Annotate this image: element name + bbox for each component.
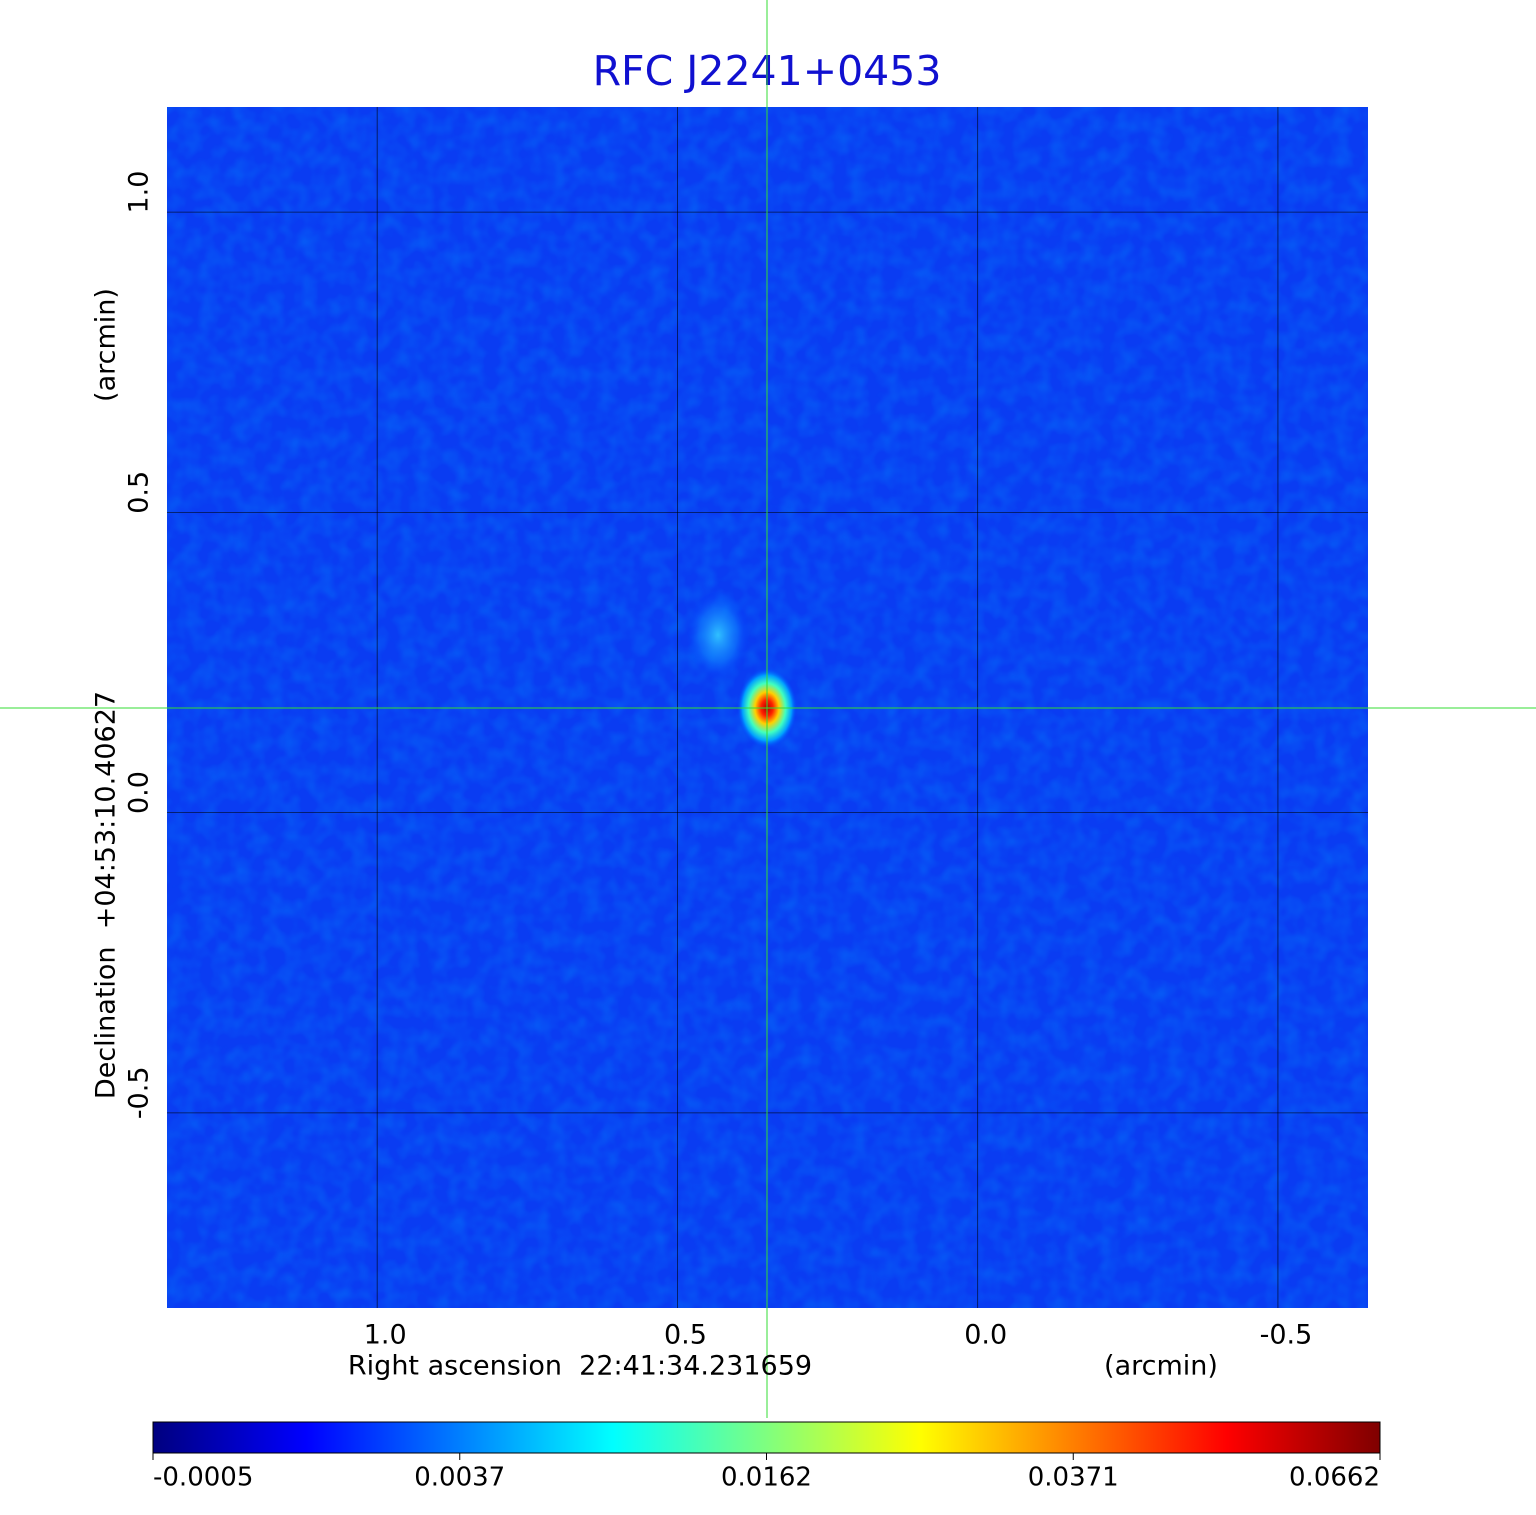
y-tick-label: 1.0 [124,171,155,214]
colorbar-tick-label: 0.0662 [1289,1463,1380,1493]
x-tick-label: 0.0 [964,1320,1007,1351]
source-extension [686,590,750,680]
colorbar-tick-label: 0.0037 [414,1463,505,1493]
x-axis-unit: (arcmin) [1104,1351,1218,1382]
x-axis-label: Right ascension 22:41:34.231659 [348,1351,812,1382]
x-tick-label: 0.5 [664,1320,707,1351]
y-axis-unit: (arcmin) [91,288,122,402]
y-tick-label: 0.5 [124,471,155,514]
x-tick-label: 1.0 [364,1320,407,1351]
colorbar-tick-label: -0.0005 [153,1463,253,1493]
y-axis-label: Declination +04:53:10.40627 [91,691,122,1099]
colorbar-tick-label: 0.0162 [721,1463,812,1493]
x-tick-label: -0.5 [1260,1320,1313,1351]
y-tick-label: 0.0 [124,771,155,814]
colorbar [152,1421,1381,1454]
colorbar-tick-label: 0.0371 [1028,1463,1119,1493]
y-tick-label: -0.5 [124,1066,155,1119]
